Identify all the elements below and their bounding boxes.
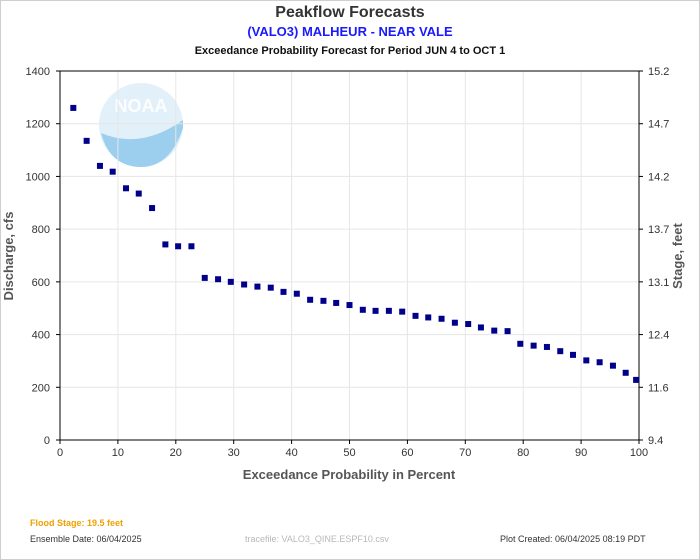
y-tick-label: 200 bbox=[32, 382, 50, 394]
data-point bbox=[96, 162, 103, 169]
x-tick-label: 80 bbox=[517, 447, 529, 459]
y-right-tick-label: 12.4 bbox=[648, 330, 669, 342]
data-point bbox=[425, 314, 432, 321]
y-right-tick-label: 14.2 bbox=[648, 171, 669, 183]
y-right-tick-label: 11.6 bbox=[648, 382, 669, 394]
y-right-tick-label: 9.4 bbox=[648, 435, 663, 447]
chart-subtitle-period: Exceedance Probability Forecast for Peri… bbox=[194, 45, 506, 57]
x-tick-label: 60 bbox=[401, 447, 413, 459]
data-point bbox=[175, 243, 182, 250]
data-point bbox=[451, 319, 458, 326]
y-right-tick-label: 13.1 bbox=[648, 277, 669, 289]
chart-title: Peakflow Forecasts bbox=[275, 4, 425, 21]
data-point bbox=[70, 104, 77, 111]
data-point bbox=[333, 299, 340, 306]
data-point bbox=[583, 357, 590, 364]
data-point bbox=[543, 343, 550, 350]
data-point bbox=[385, 307, 392, 314]
grid-lines bbox=[60, 71, 639, 440]
x-tick-label: 50 bbox=[343, 447, 355, 459]
y-axis-ticks: 0 200 400 600 800 1000 1200 1400 bbox=[26, 66, 60, 447]
data-point bbox=[215, 276, 222, 283]
y-tick-label: 1200 bbox=[26, 119, 50, 131]
x-tick-label: 40 bbox=[285, 447, 297, 459]
flood-stage-note: Flood Stage: 19.5 feet bbox=[30, 518, 124, 528]
y-right-axis-ticks: 9.4 11.6 12.4 13.1 13.7 14.2 14.7 15.2 bbox=[639, 66, 669, 447]
x-tick-label: 100 bbox=[630, 447, 648, 459]
data-point bbox=[530, 342, 537, 349]
noaa-logo-text: NOAA bbox=[115, 96, 168, 116]
y-tick-label: 400 bbox=[32, 330, 50, 342]
y-right-axis-label: Stage, feet bbox=[670, 222, 685, 288]
data-point bbox=[109, 168, 116, 175]
data-point bbox=[135, 190, 142, 197]
data-point bbox=[162, 241, 169, 248]
data-point bbox=[149, 205, 156, 212]
data-point bbox=[320, 297, 327, 304]
data-point bbox=[557, 348, 564, 355]
data-point bbox=[438, 315, 445, 322]
x-tick-label: 0 bbox=[57, 447, 63, 459]
data-point bbox=[346, 302, 353, 309]
y-tick-label: 800 bbox=[32, 224, 50, 236]
x-tick-label: 30 bbox=[228, 447, 240, 459]
chart-subtitle-station: (VALO3) MALHEUR - NEAR VALE bbox=[247, 24, 453, 39]
x-axis-ticks: 0 10 20 30 40 50 60 70 80 90 100 bbox=[57, 440, 648, 459]
data-point bbox=[359, 306, 366, 313]
ensemble-date: Ensemble Date: 06/04/2025 bbox=[30, 534, 142, 544]
y-right-tick-label: 14.7 bbox=[648, 119, 669, 131]
data-point bbox=[609, 362, 616, 369]
data-point bbox=[477, 324, 484, 331]
x-tick-label: 70 bbox=[459, 447, 471, 459]
data-point bbox=[633, 376, 640, 383]
data-point bbox=[280, 288, 287, 295]
data-points bbox=[70, 104, 640, 383]
y-tick-label: 0 bbox=[44, 435, 50, 447]
y-axis-label: Discharge, cfs bbox=[1, 212, 16, 301]
data-point bbox=[227, 278, 234, 285]
y-right-tick-label: 15.2 bbox=[648, 66, 669, 78]
data-point bbox=[201, 274, 208, 281]
data-point bbox=[504, 328, 511, 335]
x-tick-label: 20 bbox=[170, 447, 182, 459]
data-point bbox=[267, 284, 274, 291]
data-point bbox=[399, 308, 406, 315]
data-point bbox=[372, 307, 379, 314]
x-tick-label: 90 bbox=[575, 447, 587, 459]
data-point bbox=[412, 312, 419, 319]
data-point bbox=[241, 281, 248, 288]
x-axis-label: Exceedance Probability in Percent bbox=[243, 467, 456, 482]
data-point bbox=[188, 243, 195, 250]
data-point bbox=[596, 359, 603, 366]
data-point bbox=[293, 290, 300, 297]
plot-created: Plot Created: 06/04/2025 08:19 PDT bbox=[500, 534, 646, 544]
data-point bbox=[465, 321, 472, 328]
data-point bbox=[123, 185, 130, 192]
y-tick-label: 1000 bbox=[26, 171, 50, 183]
y-right-tick-label: 13.7 bbox=[648, 224, 669, 236]
data-point bbox=[569, 351, 576, 358]
data-point bbox=[491, 327, 498, 334]
data-point bbox=[517, 340, 524, 347]
x-tick-label: 10 bbox=[112, 447, 124, 459]
data-point bbox=[307, 296, 314, 303]
data-point bbox=[254, 283, 261, 290]
data-point bbox=[83, 137, 90, 144]
noaa-logo: NOAA bbox=[99, 83, 183, 167]
tracefile-note: tracefile: VALO3_QINE.ESPF10.csv bbox=[245, 534, 389, 544]
y-tick-label: 600 bbox=[32, 277, 50, 289]
data-point bbox=[622, 369, 629, 376]
y-tick-label: 1400 bbox=[26, 66, 50, 78]
